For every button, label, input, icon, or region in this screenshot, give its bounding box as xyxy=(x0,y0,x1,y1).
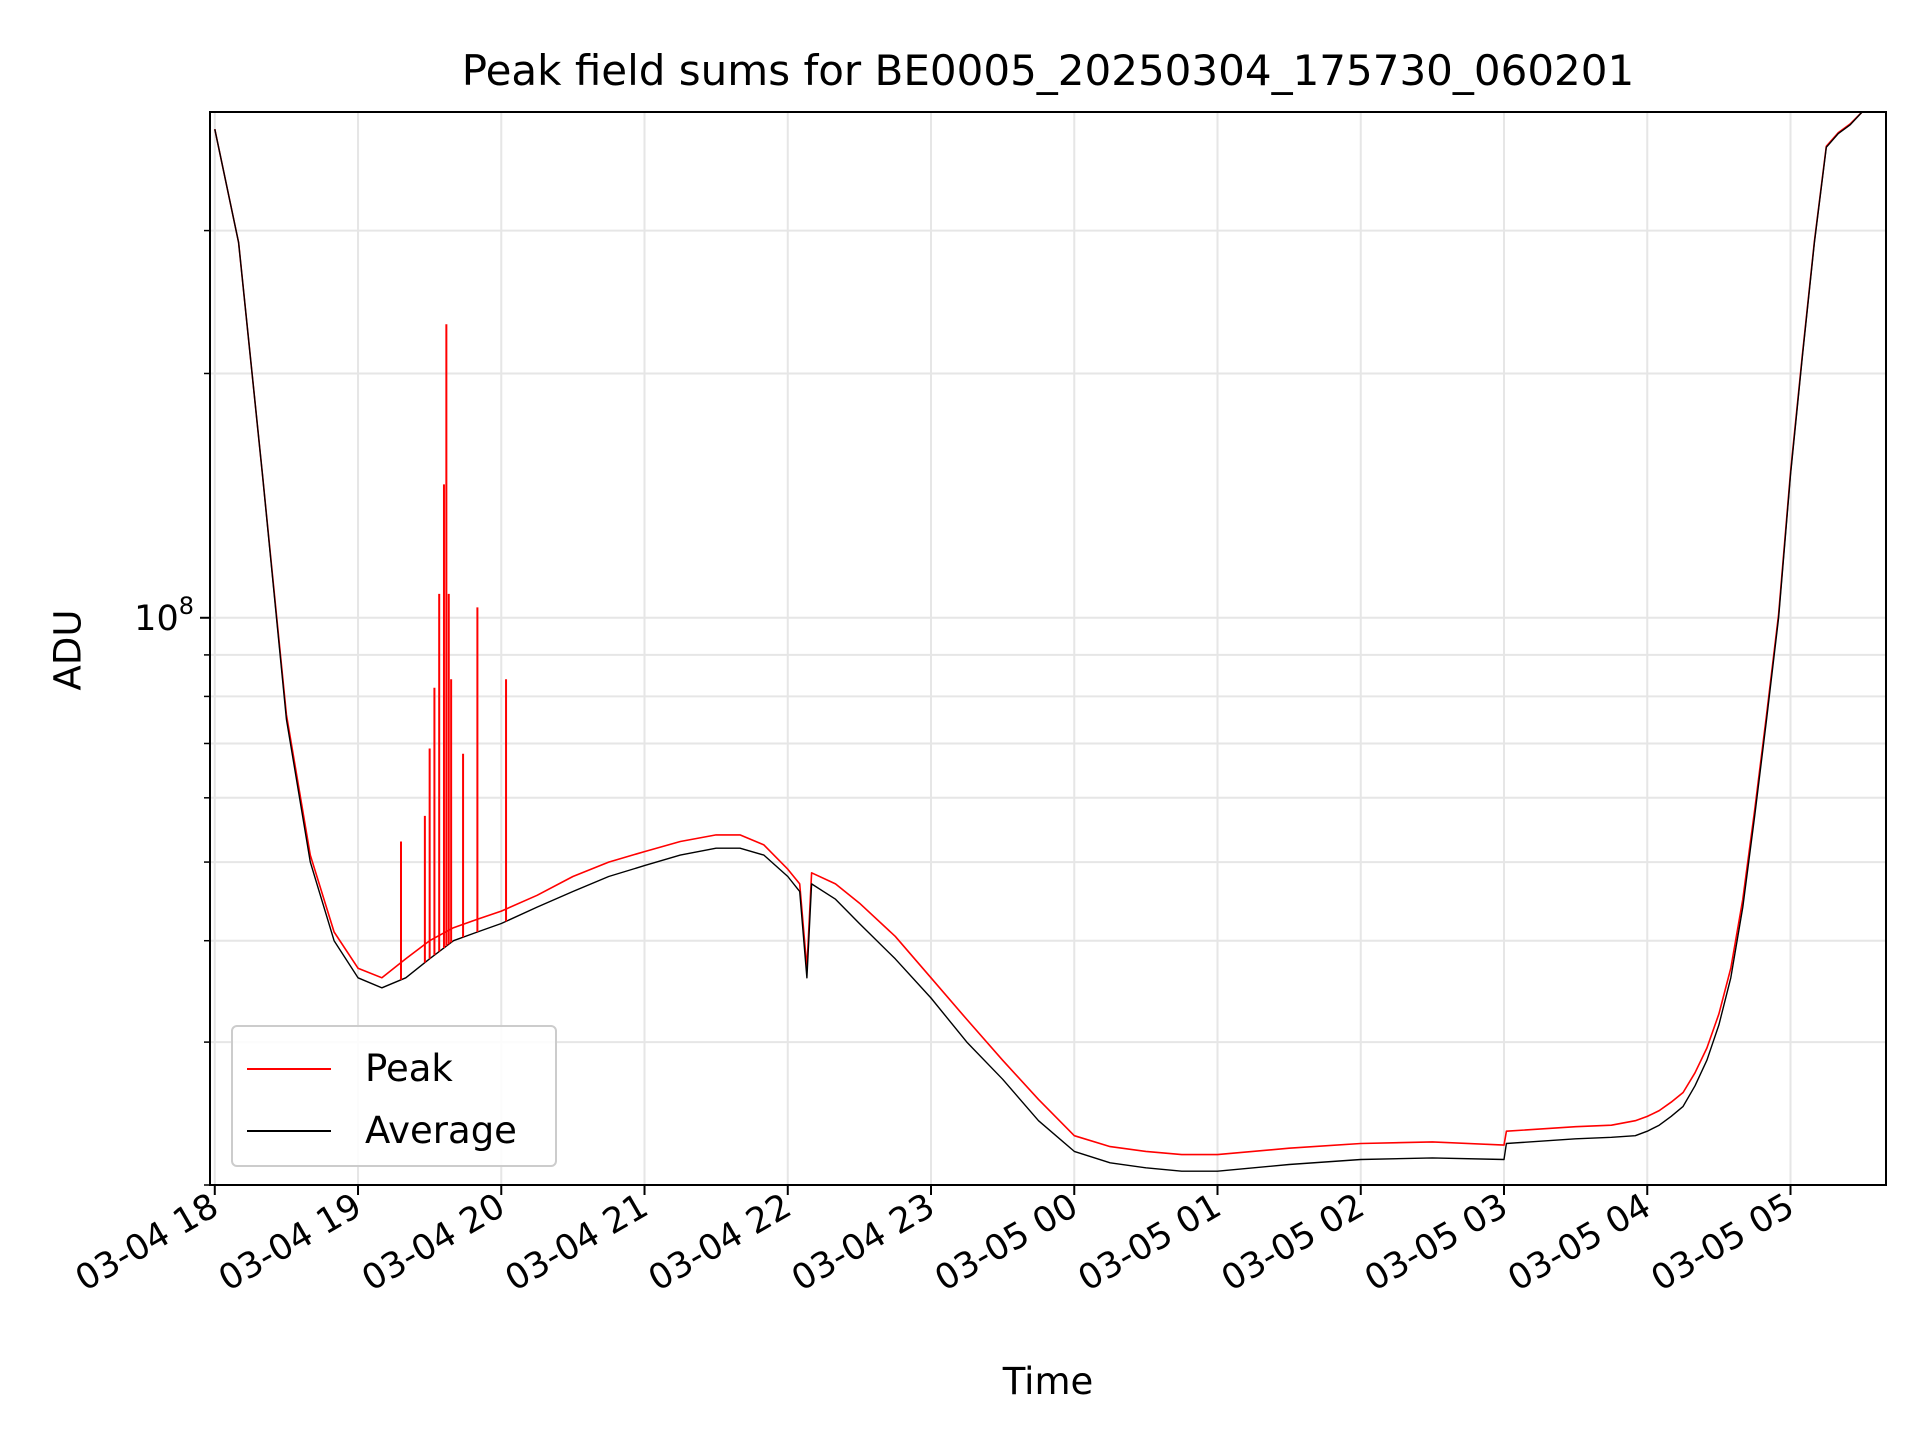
x-tick-label: 03-05 04 xyxy=(1501,1186,1657,1299)
y-tick-label: 108 xyxy=(134,592,194,639)
legend-swatch-peak xyxy=(247,1067,331,1070)
legend-label-peak: Peak xyxy=(365,1047,453,1090)
series-line-peak xyxy=(214,111,1886,1156)
x-tick-label: 03-04 22 xyxy=(642,1186,798,1299)
x-axis-label: Time xyxy=(1002,1360,1094,1403)
chart-title: Peak field sums for BE0005_20250304_1757… xyxy=(461,46,1635,95)
x-tick-label: 03-05 02 xyxy=(1215,1186,1371,1299)
x-tick-label: 03-04 23 xyxy=(785,1186,941,1299)
plot-area-frame xyxy=(209,111,1887,1186)
legend-item-average: Average xyxy=(247,1109,517,1152)
x-tick-label: 03-05 01 xyxy=(1072,1186,1228,1299)
legend-swatch-average xyxy=(247,1129,331,1132)
x-tick-label: 03-04 19 xyxy=(212,1186,368,1299)
x-tick-label: 03-04 20 xyxy=(355,1186,511,1299)
series-layer xyxy=(214,111,1886,1172)
y-axis: 108 xyxy=(134,229,210,1186)
x-tick-label: 03-05 03 xyxy=(1358,1186,1514,1299)
legend-label-average: Average xyxy=(365,1109,517,1152)
legend: Peak Average xyxy=(231,1025,557,1167)
x-tick-label: 03-05 05 xyxy=(1645,1186,1801,1299)
series-line-average xyxy=(214,111,1886,1172)
legend-item-peak: Peak xyxy=(247,1047,453,1090)
x-tick-label: 03-04 21 xyxy=(499,1186,655,1299)
y-axis-label: ADU xyxy=(46,609,90,691)
x-tick-label: 03-04 18 xyxy=(69,1186,225,1299)
x-tick-label: 03-05 00 xyxy=(928,1186,1084,1299)
